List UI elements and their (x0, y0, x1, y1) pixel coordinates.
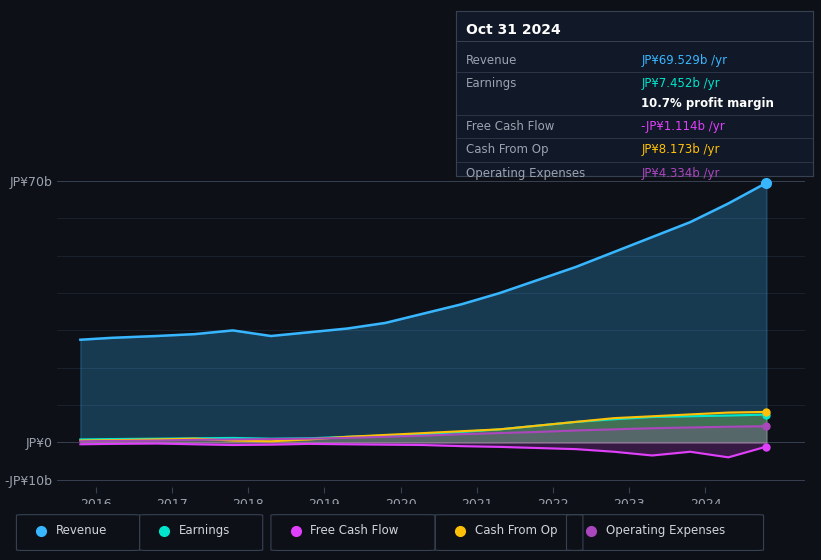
Text: Earnings: Earnings (179, 524, 231, 538)
Text: Operating Expenses: Operating Expenses (466, 166, 585, 180)
Text: Earnings: Earnings (466, 77, 518, 90)
Text: 10.7% profit margin: 10.7% profit margin (641, 97, 774, 110)
Text: Revenue: Revenue (56, 524, 108, 538)
Text: Cash From Op: Cash From Op (475, 524, 557, 538)
Text: JP¥7.452b /yr: JP¥7.452b /yr (641, 77, 720, 90)
Text: JP¥69.529b /yr: JP¥69.529b /yr (641, 54, 727, 67)
Text: Revenue: Revenue (466, 54, 518, 67)
Text: Cash From Op: Cash From Op (466, 143, 549, 156)
Text: Free Cash Flow: Free Cash Flow (310, 524, 399, 538)
Text: -JP¥1.114b /yr: -JP¥1.114b /yr (641, 120, 725, 133)
Text: JP¥8.173b /yr: JP¥8.173b /yr (641, 143, 720, 156)
Text: Operating Expenses: Operating Expenses (606, 524, 725, 538)
Text: JP¥4.334b /yr: JP¥4.334b /yr (641, 166, 720, 180)
Text: Free Cash Flow: Free Cash Flow (466, 120, 555, 133)
Text: Oct 31 2024: Oct 31 2024 (466, 23, 561, 37)
